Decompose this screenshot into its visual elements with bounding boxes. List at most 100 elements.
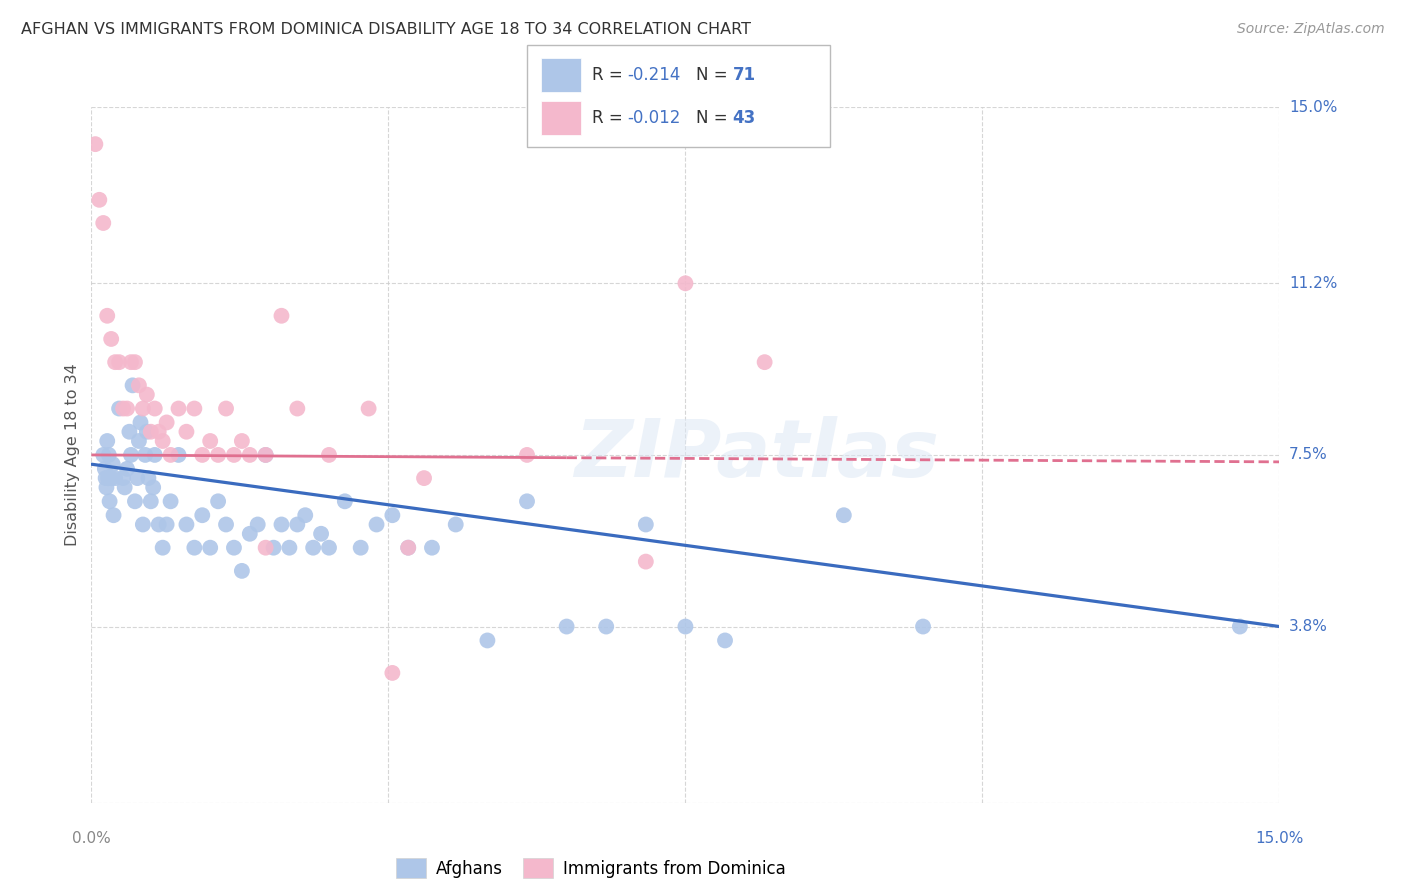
Text: 3.8%: 3.8%	[1289, 619, 1329, 634]
Point	[318, 448, 340, 462]
Point	[222, 541, 245, 555]
Point	[156, 517, 179, 532]
Point	[132, 517, 155, 532]
Point	[108, 355, 131, 369]
Point	[191, 448, 214, 462]
Point	[420, 541, 443, 555]
Point	[159, 448, 181, 462]
Point	[309, 526, 332, 541]
Point	[152, 434, 174, 448]
Point	[333, 494, 356, 508]
Point	[231, 434, 253, 448]
Point	[135, 425, 157, 439]
Point	[104, 471, 127, 485]
Point	[128, 378, 150, 392]
Point	[100, 332, 122, 346]
Point	[396, 541, 419, 555]
Point	[198, 541, 221, 555]
Point	[148, 517, 170, 532]
Point	[108, 401, 131, 416]
Point	[754, 355, 776, 369]
Legend: Afghans, Immigrants from Dominica: Afghans, Immigrants from Dominica	[389, 851, 792, 885]
Point	[198, 434, 221, 448]
Point	[115, 462, 138, 476]
Point	[254, 541, 277, 555]
Point	[138, 471, 160, 485]
Text: 15.0%: 15.0%	[1289, 100, 1337, 114]
Point	[673, 277, 696, 291]
Text: -0.012: -0.012	[627, 109, 681, 127]
Point	[595, 619, 617, 633]
Point	[231, 564, 253, 578]
Point	[176, 517, 198, 532]
Point	[191, 508, 214, 523]
Text: Source: ZipAtlas.com: Source: ZipAtlas.com	[1237, 22, 1385, 37]
Point	[318, 541, 340, 555]
Point	[911, 619, 934, 633]
Text: 15.0%: 15.0%	[1256, 830, 1303, 846]
Point	[263, 541, 285, 555]
Point	[634, 517, 657, 532]
Text: 0.0%: 0.0%	[72, 830, 111, 846]
Point	[94, 471, 117, 485]
Point	[96, 434, 118, 448]
Point	[104, 355, 127, 369]
Point	[115, 401, 138, 416]
Point	[129, 416, 152, 430]
Point	[381, 665, 404, 680]
Point	[285, 401, 308, 416]
Y-axis label: Disability Age 18 to 34: Disability Age 18 to 34	[65, 364, 80, 546]
Point	[516, 448, 538, 462]
Point	[350, 541, 373, 555]
Point	[114, 480, 136, 494]
Point	[89, 193, 111, 207]
Point	[112, 401, 135, 416]
Point	[832, 508, 855, 523]
Point	[673, 619, 696, 633]
Text: 7.5%: 7.5%	[1289, 448, 1327, 462]
Text: N =: N =	[696, 109, 733, 127]
Text: ZIPatlas: ZIPatlas	[574, 416, 939, 494]
Point	[215, 401, 238, 416]
Point	[294, 508, 316, 523]
Text: N =: N =	[696, 66, 733, 84]
Point	[120, 355, 142, 369]
Point	[139, 494, 162, 508]
Point	[91, 216, 114, 230]
Text: -0.214: -0.214	[627, 66, 681, 84]
Point	[381, 508, 404, 523]
Point	[152, 541, 174, 555]
Point	[132, 401, 155, 416]
Text: 43: 43	[733, 109, 756, 127]
Point	[176, 425, 198, 439]
Text: AFGHAN VS IMMIGRANTS FROM DOMINICA DISABILITY AGE 18 TO 34 CORRELATION CHART: AFGHAN VS IMMIGRANTS FROM DOMINICA DISAB…	[21, 22, 751, 37]
Point	[183, 401, 205, 416]
Point	[120, 448, 142, 462]
Point	[254, 448, 277, 462]
Point	[97, 471, 120, 485]
Point	[134, 448, 156, 462]
Text: R =: R =	[592, 109, 628, 127]
Point	[124, 494, 146, 508]
Point	[555, 619, 578, 633]
Point	[167, 401, 190, 416]
Point	[714, 633, 737, 648]
Point	[477, 633, 499, 648]
Text: 11.2%: 11.2%	[1289, 276, 1337, 291]
Point	[270, 309, 292, 323]
Point	[444, 517, 467, 532]
Point	[121, 378, 143, 392]
Point	[396, 541, 419, 555]
Point	[285, 517, 308, 532]
Point	[135, 387, 157, 401]
Point	[143, 448, 166, 462]
Point	[103, 508, 125, 523]
Point	[112, 471, 135, 485]
Point	[124, 355, 146, 369]
Point	[84, 137, 107, 152]
Point	[270, 517, 292, 532]
Point	[139, 425, 162, 439]
Point	[207, 448, 229, 462]
Point	[278, 541, 301, 555]
Point	[101, 457, 124, 471]
